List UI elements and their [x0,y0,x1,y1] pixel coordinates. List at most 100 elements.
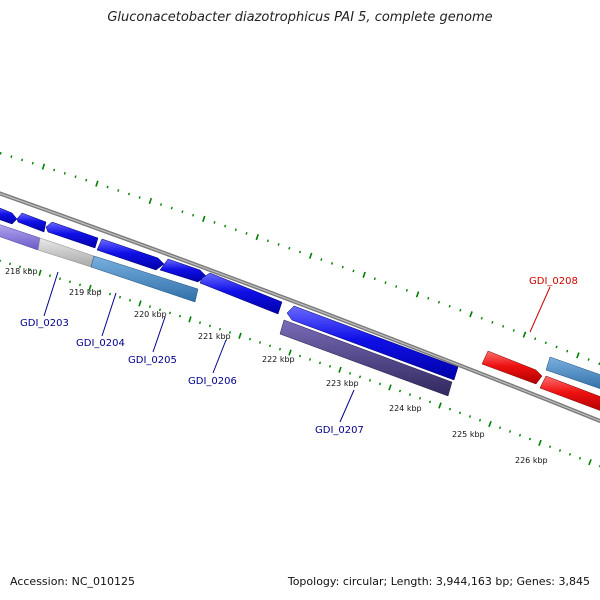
minor-tick [106,185,109,189]
minor-tick [478,418,482,422]
genome-summary-text: Topology: circular; Length: 3,944,163 bp… [287,575,590,588]
major-tick [188,316,192,323]
feature-bar[interactable] [90,255,199,303]
minor-tick [213,221,216,224]
cds-arrow[interactable] [16,212,47,233]
leader-line [212,339,227,374]
leader-line [43,271,59,317]
minor-tick [277,243,280,246]
minor-tick [395,285,398,288]
feature-bar[interactable] [279,319,453,397]
gene-leader-lines [43,271,551,423]
minor-tick [427,296,430,300]
minor-tick [428,400,432,404]
minor-tick [138,196,141,199]
leader-line [529,286,551,333]
minor-tick [117,189,120,192]
minor-tick [224,224,227,228]
minor-tick [218,327,222,331]
minor-tick [437,300,441,304]
minor-tick [459,308,462,312]
cds-arrow[interactable] [45,221,99,249]
tick-label: 219 kbp [69,288,102,297]
tick-label: 226 kbp [515,456,548,465]
major-tick [255,234,259,241]
minor-tick [298,354,302,358]
minor-tick [408,393,412,396]
major-tick [41,163,46,170]
cds-arrow[interactable] [0,206,18,225]
minor-tick [31,161,34,165]
gene-label[interactable]: GDI_0206 [188,376,237,387]
cds-arrow[interactable] [539,375,600,412]
minor-tick [405,289,408,292]
gene-label[interactable]: GDI_0208 [529,276,578,287]
gene-label[interactable]: GDI_0203 [20,318,69,329]
minor-tick [398,389,402,393]
minor-tick [491,320,494,324]
minor-tick [368,378,372,382]
minor-tick [468,415,472,418]
major-tick [202,215,206,222]
gene-label[interactable]: GDI_0205 [128,355,177,366]
minor-tick [480,316,483,320]
minor-tick [8,262,12,266]
major-tick [88,284,92,291]
gene-label[interactable]: GDI_0204 [76,338,125,349]
minor-tick [178,314,182,318]
gene-labels: GDI_0203 GDI_0204 GDI_0205 GDI_0206 GDI_… [20,276,578,436]
major-tick [338,366,342,373]
minor-tick [98,289,102,293]
minor-tick [418,396,422,400]
tick-label: 218 kbp [5,267,38,276]
major-tick [469,311,473,318]
minor-tick [458,411,462,415]
major-tick [362,271,366,278]
minor-tick [318,361,322,365]
leader-line [152,316,166,353]
minor-tick [544,341,547,345]
leader-line [339,389,355,423]
minor-tick [53,168,56,172]
outer-tick-track [0,151,600,366]
minor-tick [18,265,22,269]
minor-tick [328,364,332,368]
cds-arrow[interactable] [481,350,543,385]
minor-tick [534,337,537,341]
leader-line [101,292,117,337]
major-tick [588,459,592,466]
minor-tick [21,158,24,162]
tick-label: 224 kbp [389,404,422,413]
minor-tick [168,311,172,315]
minor-tick [245,232,248,235]
minor-tick [192,213,195,217]
tick-label: 221 kbp [198,332,231,341]
tick-label: 220 kbp [134,310,167,319]
minor-tick [373,277,376,281]
minor-tick [148,305,152,308]
cds-arrow[interactable] [286,305,459,381]
major-tick [538,439,542,446]
minor-tick [266,239,269,243]
major-tick [238,332,242,339]
gene-label[interactable]: GDI_0207 [315,425,364,436]
minor-tick [548,445,552,449]
minor-tick [555,345,558,349]
cds-arrow[interactable] [96,238,165,271]
minor-tick [159,203,163,206]
minor-tick [341,265,344,269]
major-tick [288,349,292,356]
cds-arrow[interactable] [199,272,283,315]
minor-tick [248,337,252,341]
minor-tick [108,292,112,296]
tick-label: 222 kbp [262,355,295,364]
minor-tick [0,151,2,155]
tick-label: 223 kbp [326,379,359,388]
minor-tick [10,155,13,158]
cds-arrow[interactable] [159,258,207,283]
minor-tick [358,375,362,379]
cds-arrow[interactable] [545,356,600,390]
major-tick [438,402,442,409]
minor-tick [127,192,131,196]
